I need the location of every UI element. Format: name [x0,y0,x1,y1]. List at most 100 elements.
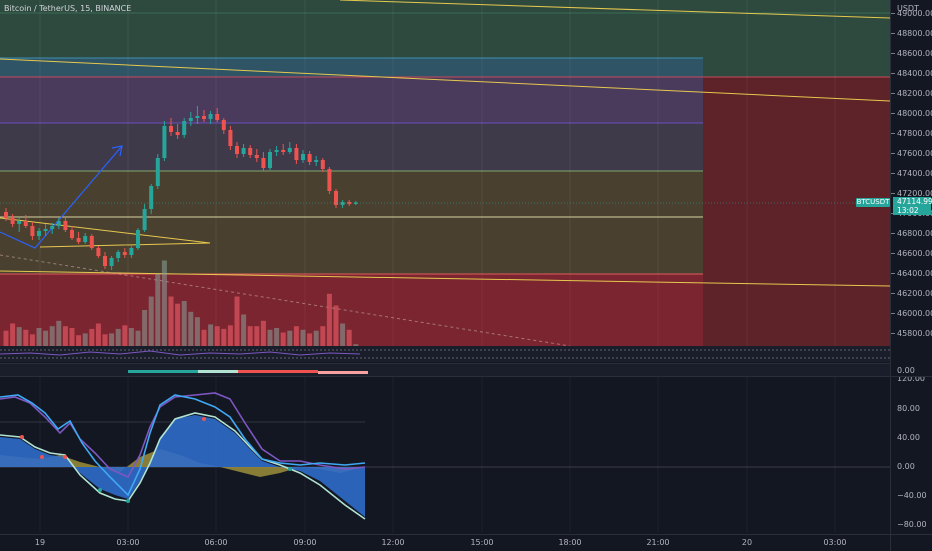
current-price-box[interactable]: 47114.99 13:02 [893,197,932,215]
candle-body [268,152,272,168]
volume-bar [3,330,9,346]
indicator-pane-1[interactable] [0,346,890,362]
time-axis-label: 20 [741,538,753,547]
price-axis-label: 48600.00 [891,49,932,59]
candle-body [109,258,114,266]
osc-dot [126,499,130,503]
time-axis-label: 15:00 [470,538,494,547]
volume-bar [247,326,253,346]
volume-bar [49,326,55,346]
current-price-value: 47114.99 [897,197,932,206]
candle-body [301,154,305,160]
trend-line-lower [0,270,890,287]
price-axis[interactable]: USDT 49000.00 48800.00 48600.00 48400.00 482… [890,0,932,346]
osc-dot [202,417,206,421]
volume-bar [175,303,181,346]
candle-body [116,252,121,258]
volume-bar [161,260,167,346]
volume-bar [221,328,227,346]
volume-bar [181,301,187,346]
volume-bar [155,274,161,346]
candle-body [169,126,173,132]
candle-body [307,154,312,162]
candle-body [353,202,358,204]
zone-red-right [703,77,890,346]
candle-body [37,231,41,236]
volume-bar [56,320,62,346]
volume-bar [62,326,68,346]
candle-body [241,148,246,154]
candle-body [155,158,160,186]
indicator-pane-2[interactable] [0,364,890,376]
symbol-title[interactable]: Bitcoin / TetherUS, 15, BINANCE [4,4,132,13]
volume-bar [29,334,35,346]
price-axis-label: 48000.00 [891,109,932,119]
volume-bar [23,329,29,346]
candle-body [347,202,352,204]
candle-body [281,150,286,152]
candle-body [195,116,200,118]
triangle-pattern [0,217,211,248]
candle-body [4,212,8,218]
candle-body [254,155,259,158]
projection-arrow [0,145,123,249]
volume-bar [69,328,75,346]
volume-bar [346,329,352,346]
candle-body [221,120,226,130]
volume-bar [102,334,108,346]
volume-bar [340,323,346,346]
price-axis-label: 49000.00 [891,9,932,19]
volume-bar [115,328,121,346]
price-axis-label: 47200.00 [891,189,932,199]
oscillator-pane[interactable] [0,377,890,533]
time-axis-label: 03:00 [116,538,140,547]
price-chart-pane[interactable]: Bitcoin / TetherUS, 15, BINANCE BTCUSDT [0,0,890,346]
candlesticks [4,106,358,270]
candle-body [334,191,338,205]
osc-dot [63,455,67,459]
candle-body [30,226,35,236]
volume-bar [148,296,154,346]
indicator-1-canvas [0,346,890,362]
candle-body [56,221,61,226]
price-axis-label: 46200.00 [891,289,932,299]
price-axis-unit: USDT [897,4,919,13]
osc-line-mint [0,412,366,520]
candle-body [235,146,239,154]
volume-bar [95,323,101,346]
price-axis-label: 46600.00 [891,249,932,259]
time-axis[interactable]: 19 03:00 06:00 09:00 12:00 15:00 18:00 21:00 20 0… [0,534,890,551]
volume-bar [201,329,207,346]
candle-body [228,130,233,146]
candle-body [70,230,74,238]
osc-dot [98,488,102,492]
countdown-timer: 13:02 [897,206,919,215]
volume-bar [188,311,194,346]
candle-body [129,248,134,255]
price-chart-canvas[interactable] [0,0,890,346]
price-axis-label: 46800.00 [891,229,932,239]
volume-bars [3,260,359,346]
price-axis-label: 48200.00 [891,89,932,99]
trend-line-top [339,0,890,19]
candle-body [248,148,253,155]
candle-body [96,248,101,256]
candle-body [188,118,193,121]
volume-bar [293,326,299,346]
volume-bar [313,330,319,346]
volume-bar [353,344,359,346]
oscillator-axis-label: 40.00 [897,433,920,442]
candle-body [136,230,140,248]
oscillator-axis[interactable]: 120.00 80.00 40.00 0.00 −40.00 −80.00 [890,377,932,534]
candle-body [287,148,292,152]
indicator-axis[interactable]: 0.00 [890,346,932,376]
candle-body [122,252,127,255]
candle-body [83,236,88,242]
candle-body [149,186,154,209]
oscillator-axis-label: 80.00 [897,404,920,413]
projection-arrowhead [111,145,123,157]
price-axis-label: 47400.00 [891,169,932,179]
candle-body [175,132,180,135]
candle-body [50,226,55,229]
candle-body [23,221,28,226]
